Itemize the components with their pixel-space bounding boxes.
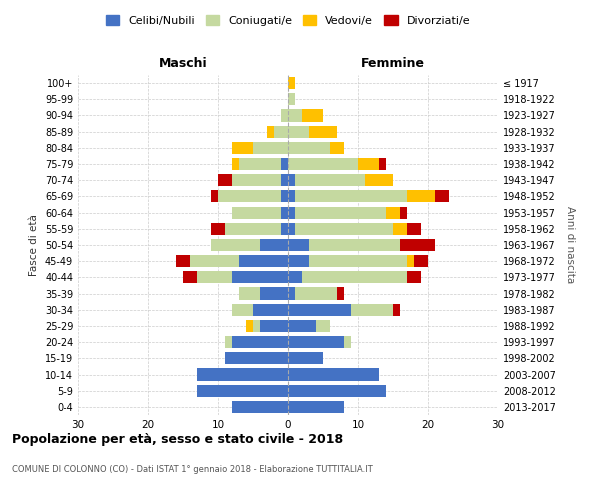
Bar — [295, 222, 393, 235]
Bar — [225, 352, 288, 364]
Bar — [253, 304, 288, 316]
Text: Popolazione per età, sesso e stato civile - 2018: Popolazione per età, sesso e stato civil… — [12, 432, 343, 446]
Bar — [309, 126, 337, 138]
Bar — [211, 239, 260, 251]
Y-axis label: Anni di nascita: Anni di nascita — [565, 206, 575, 284]
Bar — [211, 190, 218, 202]
Bar — [386, 206, 400, 218]
Bar — [330, 142, 344, 154]
Bar — [414, 255, 428, 268]
Bar — [288, 368, 379, 380]
Bar — [288, 110, 302, 122]
Bar — [288, 158, 358, 170]
Bar — [239, 288, 260, 300]
Bar — [225, 336, 232, 348]
Bar — [337, 288, 344, 300]
Bar — [281, 158, 288, 170]
Bar — [288, 401, 344, 413]
Bar — [211, 222, 225, 235]
Bar — [274, 126, 288, 138]
Bar — [239, 255, 288, 268]
Bar — [393, 222, 407, 235]
Bar — [232, 336, 288, 348]
Text: Maschi: Maschi — [158, 57, 208, 70]
Bar — [281, 110, 288, 122]
Bar — [288, 239, 309, 251]
Bar — [281, 222, 288, 235]
Bar — [288, 77, 295, 89]
Bar — [407, 222, 421, 235]
Bar — [288, 384, 386, 397]
Bar — [288, 336, 344, 348]
Bar — [281, 190, 288, 202]
Y-axis label: Fasce di età: Fasce di età — [29, 214, 39, 276]
Bar — [260, 239, 288, 251]
Bar — [288, 206, 295, 218]
Bar — [316, 320, 330, 332]
Bar — [400, 239, 435, 251]
Bar — [295, 288, 337, 300]
Bar — [232, 401, 288, 413]
Bar — [232, 206, 281, 218]
Bar — [379, 158, 386, 170]
Bar — [288, 288, 295, 300]
Bar — [288, 93, 295, 106]
Bar — [288, 304, 351, 316]
Bar — [239, 158, 281, 170]
Bar — [309, 255, 407, 268]
Bar — [288, 255, 309, 268]
Bar — [281, 174, 288, 186]
Bar — [288, 352, 323, 364]
Bar — [253, 142, 288, 154]
Bar — [260, 288, 288, 300]
Bar — [218, 174, 232, 186]
Bar — [232, 304, 253, 316]
Bar — [232, 158, 239, 170]
Bar — [400, 206, 407, 218]
Bar — [176, 255, 190, 268]
Bar — [435, 190, 449, 202]
Bar — [302, 110, 323, 122]
Bar — [232, 174, 281, 186]
Bar — [246, 320, 253, 332]
Bar — [295, 174, 365, 186]
Bar — [302, 272, 407, 283]
Bar — [288, 320, 316, 332]
Bar — [197, 368, 288, 380]
Bar — [351, 304, 393, 316]
Bar — [197, 272, 232, 283]
Bar — [260, 320, 288, 332]
Bar — [407, 255, 414, 268]
Bar — [295, 206, 386, 218]
Bar — [267, 126, 274, 138]
Bar — [393, 304, 400, 316]
Bar — [281, 206, 288, 218]
Bar — [365, 174, 393, 186]
Bar — [288, 142, 330, 154]
Bar — [309, 239, 400, 251]
Text: Femmine: Femmine — [361, 57, 425, 70]
Bar — [407, 190, 435, 202]
Bar — [358, 158, 379, 170]
Bar — [407, 272, 421, 283]
Bar — [288, 190, 295, 202]
Bar — [253, 320, 260, 332]
Bar — [218, 190, 281, 202]
Bar — [225, 222, 281, 235]
Bar — [232, 272, 288, 283]
Bar — [344, 336, 351, 348]
Bar — [197, 384, 288, 397]
Bar — [295, 190, 407, 202]
Bar — [288, 174, 295, 186]
Bar — [190, 255, 239, 268]
Bar — [183, 272, 197, 283]
Legend: Celibi/Nubili, Coniugati/e, Vedovi/e, Divorziati/e: Celibi/Nubili, Coniugati/e, Vedovi/e, Di… — [101, 10, 475, 30]
Bar — [288, 222, 295, 235]
Bar — [232, 142, 253, 154]
Bar — [288, 272, 302, 283]
Text: COMUNE DI COLONNO (CO) - Dati ISTAT 1° gennaio 2018 - Elaborazione TUTTITALIA.IT: COMUNE DI COLONNO (CO) - Dati ISTAT 1° g… — [12, 466, 373, 474]
Bar — [288, 126, 309, 138]
